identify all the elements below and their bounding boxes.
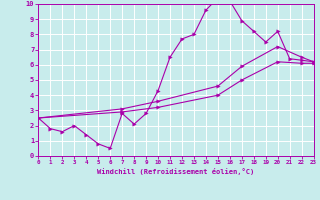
X-axis label: Windchill (Refroidissement éolien,°C): Windchill (Refroidissement éolien,°C) [97, 168, 255, 175]
